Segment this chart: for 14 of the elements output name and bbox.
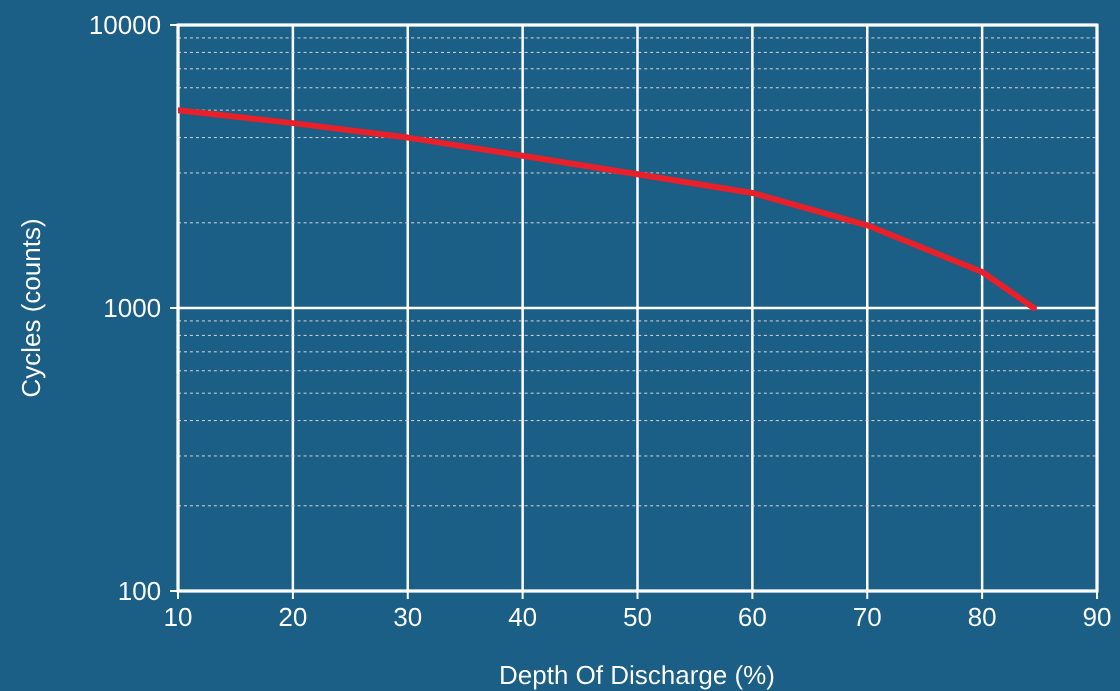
x-tick-label: 60	[739, 607, 766, 627]
y-tick-label: 1000	[105, 298, 161, 318]
y-tick-label: 100	[119, 581, 161, 601]
y-axis-title: Cycles (counts)	[21, 220, 46, 397]
y-tick-label: 10000	[90, 15, 161, 35]
x-tick-label: 40	[508, 607, 537, 627]
x-tick-label: 10	[165, 607, 192, 627]
x-axis-title: Depth Of Discharge (%)	[501, 665, 774, 690]
x-tick-label: 90	[1083, 607, 1111, 627]
x-tick-label: 30	[394, 607, 422, 627]
x-tick-label: 80	[968, 607, 996, 627]
x-tick-label: 20	[279, 607, 307, 627]
x-tick-label: 50	[624, 607, 651, 627]
x-tick-label: 70	[854, 607, 881, 627]
